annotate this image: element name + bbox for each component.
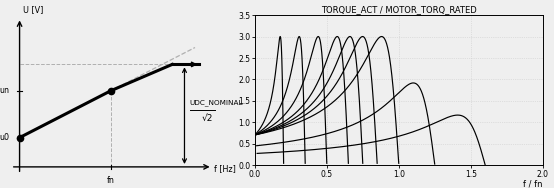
Text: U [V]: U [V] [23,6,43,15]
Text: un: un [0,86,9,95]
Text: fn: fn [107,176,115,185]
Text: UDC_NOMINAL: UDC_NOMINAL [190,99,243,106]
X-axis label: f / fn: f / fn [524,180,543,188]
Title: TORQUE_ACT / MOTOR_TORQ_RATED: TORQUE_ACT / MOTOR_TORQ_RATED [321,5,477,14]
Text: f [Hz]: f [Hz] [214,164,236,173]
Text: √2: √2 [202,114,213,123]
Text: u0: u0 [0,133,9,142]
